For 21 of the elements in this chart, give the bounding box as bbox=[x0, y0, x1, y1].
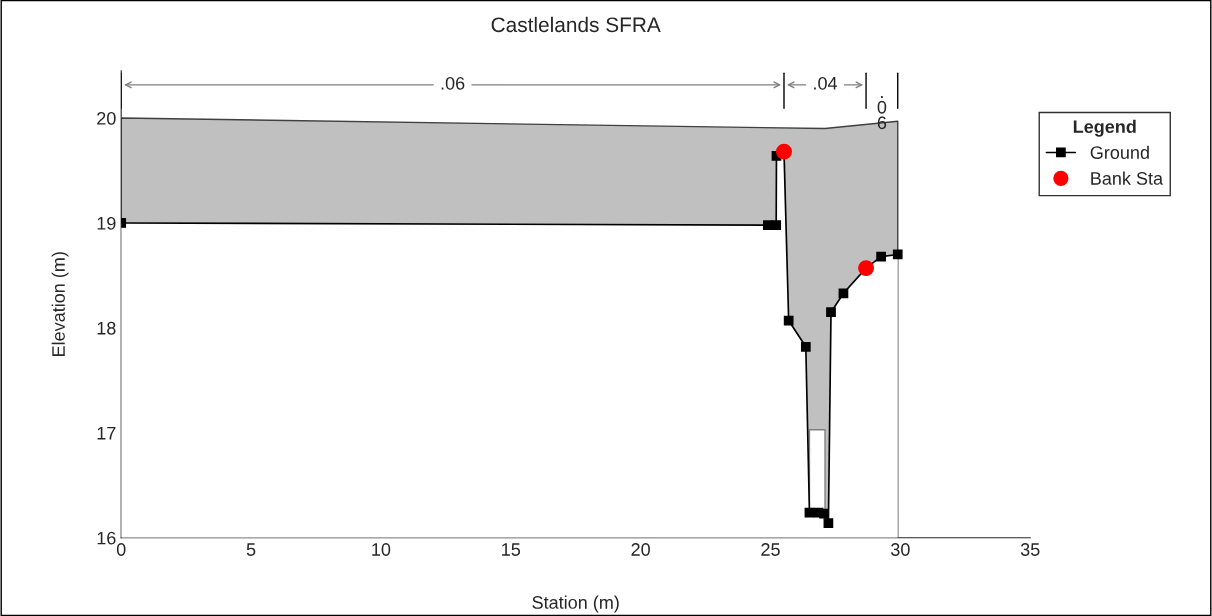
x-axis-title: Station (m) bbox=[532, 595, 619, 613]
annotation: .06 bbox=[441, 76, 465, 90]
x-tick-label: 25 bbox=[761, 543, 780, 556]
legend-title: Legend bbox=[1073, 119, 1136, 137]
x-tick-label: 30 bbox=[890, 543, 910, 556]
y-axis-title: Elevation (m) bbox=[51, 252, 69, 356]
y-tick-label: 16 bbox=[97, 531, 116, 545]
x-tick-label: 0 bbox=[116, 543, 126, 556]
y-tick-label: 17 bbox=[97, 426, 116, 440]
y-tick-label: 19 bbox=[97, 216, 116, 230]
y-tick-label: 20 bbox=[97, 111, 116, 125]
x-tick-label: 5 bbox=[246, 543, 256, 556]
x-tick-label: 35 bbox=[1020, 543, 1040, 556]
x-tick-label: 15 bbox=[502, 543, 521, 556]
legend-label: Ground bbox=[1090, 145, 1149, 159]
y-tick-label: 18 bbox=[97, 321, 116, 335]
x-tick-label: 10 bbox=[372, 543, 391, 556]
legend-label: Bank Sta bbox=[1091, 171, 1164, 185]
chart-title: Castlelands SFRA bbox=[491, 16, 661, 33]
annotation: .04 bbox=[814, 76, 838, 90]
x-tick-label: 20 bbox=[631, 543, 650, 556]
